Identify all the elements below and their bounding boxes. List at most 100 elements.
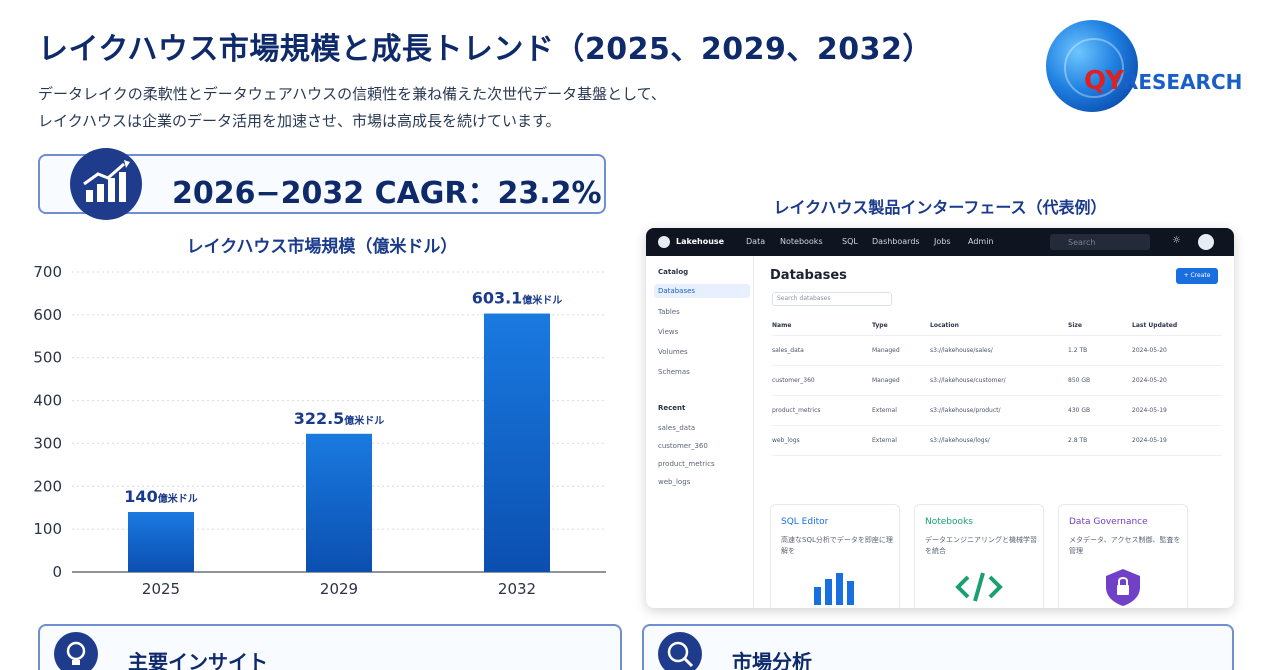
x-tick-label: 2029 xyxy=(320,580,358,598)
card-desc: データエンジニアリングと機械学習を統合 xyxy=(925,536,1037,555)
sidebar-item-tables[interactable]: Tables xyxy=(658,308,680,316)
table-cell: 2024-05-19 xyxy=(1132,407,1167,414)
bar-chart-icon xyxy=(771,567,899,608)
sidebar-item-schemas[interactable]: Schemas xyxy=(658,368,690,376)
y-tick-label: 300 xyxy=(33,434,62,452)
col-header: Location xyxy=(930,322,959,329)
y-tick-label: 700 xyxy=(33,263,62,281)
notebooks-card[interactable]: Notebooks データエンジニアリングと機械学習を統合 xyxy=(914,504,1044,608)
table-cell: Managed xyxy=(872,377,900,384)
col-header: Name xyxy=(772,322,792,329)
create-button[interactable]: + Create xyxy=(1176,268,1218,284)
growth-chart-icon xyxy=(70,148,142,220)
qyresearch-logo: QYRESEARCH xyxy=(1040,14,1250,114)
y-tick-label: 600 xyxy=(33,306,62,324)
table-cell: External xyxy=(872,437,897,444)
data-label: 140億米ドル xyxy=(124,487,197,506)
card-title: Notebooks xyxy=(925,517,973,527)
magnifier-chart-icon xyxy=(658,632,702,670)
key-insights-title: 主要インサイト xyxy=(128,650,268,670)
col-header: Size xyxy=(1068,322,1082,329)
nav-data[interactable]: Data xyxy=(746,237,766,246)
market-size-bar-chart: 0 100 200 300 400 500 600 700 2025 140億米ドル 2029 322… xyxy=(33,263,606,598)
x-tick-label: 2032 xyxy=(498,580,536,598)
sidebar-item-volumes[interactable]: Volumes xyxy=(658,348,688,356)
ui-search-placeholder: Search xyxy=(1068,238,1096,247)
y-tick-label: 400 xyxy=(33,392,62,410)
nav-sql[interactable]: SQL xyxy=(842,237,858,246)
table-cell: 1.2 TB xyxy=(1068,347,1088,354)
table-row[interactable]: web_logs External s3://lakehouse/logs/ 2… xyxy=(772,426,1222,456)
table-cell: s3://lakehouse/logs/ xyxy=(930,437,990,444)
ui-topbar: Lakehouse Data Notebooks SQL Dashboards … xyxy=(646,228,1234,256)
card-title: Data Governance xyxy=(1069,517,1148,527)
nav-admin[interactable]: Admin xyxy=(968,237,994,246)
table-cell: 2024-05-20 xyxy=(1132,377,1167,384)
table-cell: External xyxy=(872,407,897,414)
ui-main: Databases + Create Search databases Name… xyxy=(758,256,1234,608)
table-cell: product_metrics xyxy=(772,407,821,414)
x-tick-label: 2025 xyxy=(142,580,180,598)
table-cell: 2024-05-19 xyxy=(1132,437,1167,444)
recent-item[interactable]: web_logs xyxy=(658,478,691,486)
market-analysis-title: 市場分析 xyxy=(732,650,812,670)
ui-search-input[interactable]: Search xyxy=(1050,234,1150,250)
nav-notebooks[interactable]: Notebooks xyxy=(780,237,823,246)
table-row[interactable]: product_metrics External s3://lakehouse/… xyxy=(772,396,1222,426)
market-analysis-panel: 市場分析 xyxy=(642,624,1234,670)
globe-icon xyxy=(1046,20,1138,112)
logo-mark: QY xyxy=(1084,66,1124,96)
sql-editor-card[interactable]: SQL Editor 高速なSQL分析でデータを即座に理解を xyxy=(770,504,900,608)
page-title: レイクハウス市場規模と成長トレンド（2025、2029、2032） xyxy=(38,32,933,67)
table-cell: s3://lakehouse/customer/ xyxy=(930,377,1006,384)
y-tick-label: 0 xyxy=(52,563,62,581)
table-cell: 2024-05-20 xyxy=(1132,347,1167,354)
recent-item[interactable]: customer_360 xyxy=(658,442,708,450)
y-tick-label: 200 xyxy=(33,477,62,495)
table-row[interactable]: sales_data Managed s3://lakehouse/sales/… xyxy=(772,336,1222,366)
card-title: SQL Editor xyxy=(781,517,829,527)
cagr-value: 2026−2032 CAGR：23.2% xyxy=(172,176,602,211)
database-table: Name Type Location Size Last Updated sal… xyxy=(772,314,1222,456)
table-cell: 430 GB xyxy=(1068,407,1091,414)
ui-preview-title: レイクハウス製品インターフェース（代表例） xyxy=(773,198,1107,217)
table-header-row: Name Type Location Size Last Updated xyxy=(772,314,1222,336)
col-header: Type xyxy=(872,322,888,329)
table-cell: s3://lakehouse/sales/ xyxy=(930,347,993,354)
col-header: Last Updated xyxy=(1132,322,1178,329)
data-label: 603.1億米ドル xyxy=(472,289,563,308)
code-icon xyxy=(915,567,1043,608)
sidebar-item-databases[interactable]: Databases xyxy=(654,284,750,298)
settings-icon[interactable]: ☼ xyxy=(1172,235,1181,246)
table-cell: s3://lakehouse/product/ xyxy=(930,407,1001,414)
ui-brand: Lakehouse xyxy=(676,237,725,246)
database-search-input[interactable]: Search databases xyxy=(772,292,892,306)
recent-item[interactable]: product_metrics xyxy=(658,460,715,468)
nav-dashboards[interactable]: Dashboards xyxy=(872,237,920,246)
bar xyxy=(128,512,194,572)
data-governance-card[interactable]: Data Governance メタデータ、アクセス制御、監査を管理 xyxy=(1058,504,1188,608)
shield-lock-icon xyxy=(1059,567,1187,608)
data-label: 322.5億米ドル xyxy=(294,409,385,428)
sidebar-item-views[interactable]: Views xyxy=(658,328,679,336)
logo-text: QYRESEARCH xyxy=(1084,66,1242,96)
brand-icon xyxy=(658,236,670,248)
subtitle-line-1: データレイクの柔軟性とデータウェアハウスの信頼性を兼ね備えた次世代データ基盤とし… xyxy=(38,85,666,103)
ui-sidebar: Catalog Databases Tables Views Volumes S… xyxy=(646,256,754,608)
bar xyxy=(306,433,372,572)
subtitle-line-2: レイクハウスは企業のデータ活用を加速させ、市場は高成長を続けています。 xyxy=(38,112,561,130)
sidebar-recent-header: Recent xyxy=(658,404,686,412)
y-tick-label: 500 xyxy=(33,349,62,367)
table-cell: 2.8 TB xyxy=(1068,437,1088,444)
nav-jobs[interactable]: Jobs xyxy=(934,237,951,246)
ui-heading: Databases xyxy=(770,268,847,283)
logo-rest: RESEARCH xyxy=(1122,70,1243,94)
table-cell: customer_360 xyxy=(772,377,815,384)
avatar[interactable] xyxy=(1198,234,1214,250)
cagr-banner: 2026−2032 CAGR：23.2% xyxy=(38,148,606,220)
lightbulb-icon xyxy=(54,632,98,670)
chart-title: レイクハウス市場規模（億米ドル） xyxy=(186,237,458,257)
recent-item[interactable]: sales_data xyxy=(658,424,696,432)
table-row[interactable]: customer_360 Managed s3://lakehouse/cust… xyxy=(772,366,1222,396)
y-tick-label: 100 xyxy=(33,520,62,538)
